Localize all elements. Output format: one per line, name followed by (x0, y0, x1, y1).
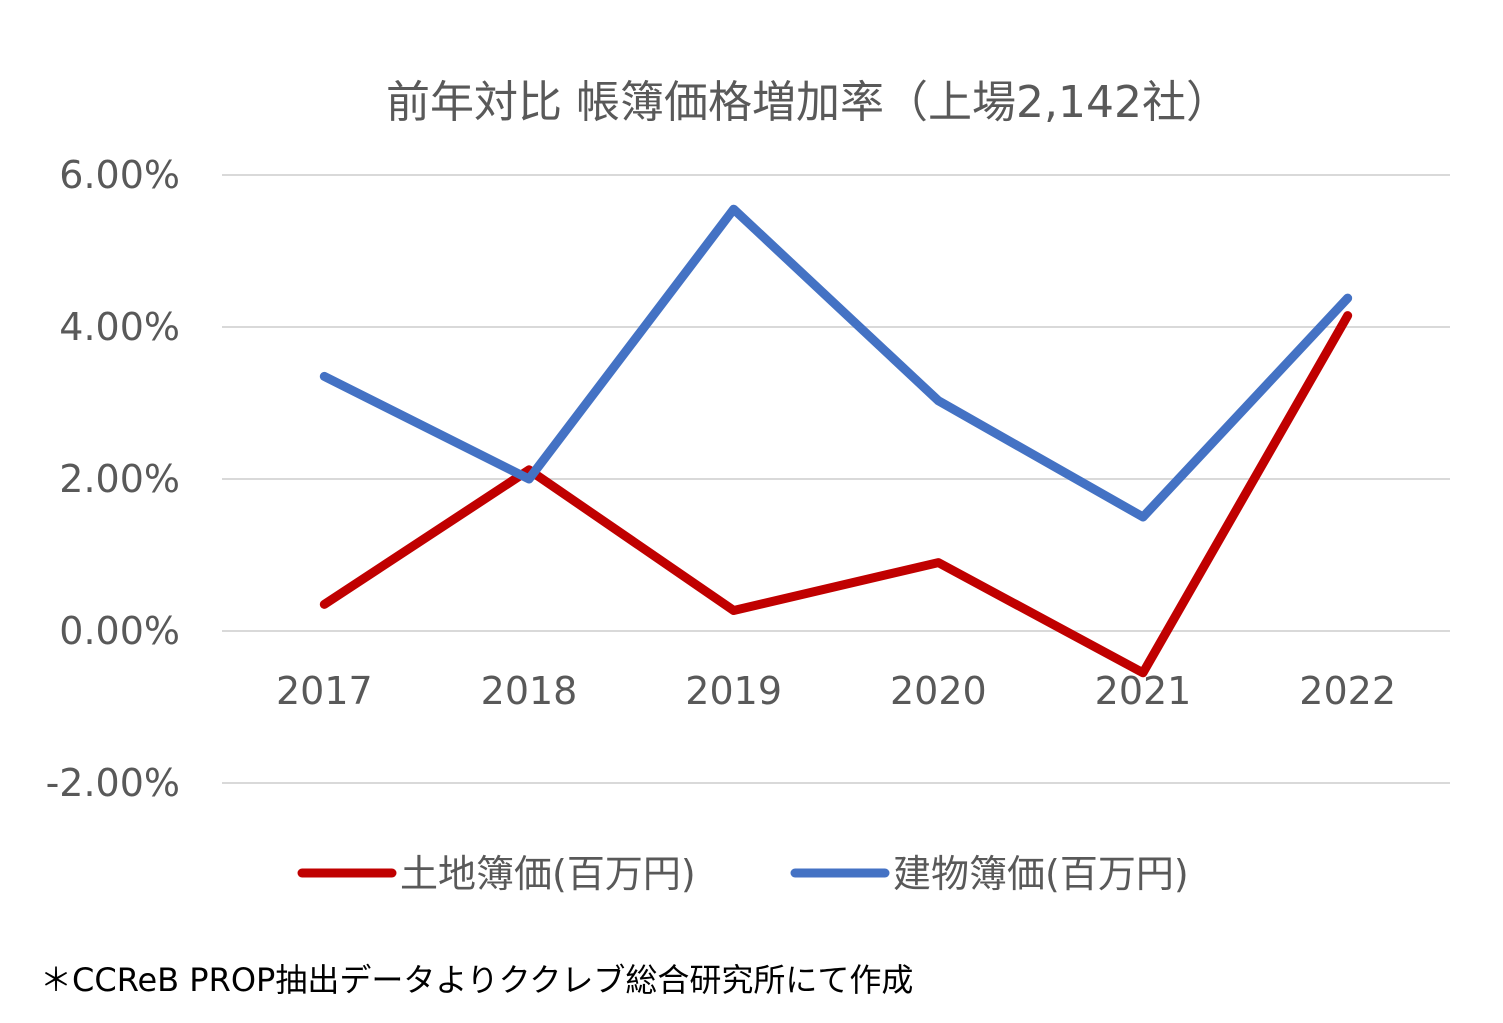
y-tick-label: 4.00% (59, 305, 180, 349)
y-axis-ticks: 6.00% 4.00% 2.00% 0.00% -2.00% (46, 153, 180, 805)
chart-title: 前年対比 帳簿価格増加率（上場2,142社） (386, 77, 1230, 128)
gridlines (222, 174, 1450, 784)
legend-label-land: 土地簿価(百万円) (400, 852, 696, 896)
y-tick-label: 0.00% (59, 609, 180, 653)
series-line-building (319, 204, 1353, 522)
legend: 土地簿価(百万円) 建物簿価(百万円) (297, 852, 1189, 896)
y-tick-label: 2.00% (59, 457, 180, 501)
x-axis-ticks: 2017 2018 2019 2020 2021 2022 (276, 669, 1396, 713)
x-tick-label: 2018 (481, 669, 578, 713)
series-lines (319, 204, 1353, 678)
x-tick-label: 2017 (276, 669, 373, 713)
x-tick-label: 2019 (685, 669, 782, 713)
y-tick-label: 6.00% (59, 153, 180, 197)
footnote: ＊CCReB PROP抽出データよりククレブ総合研究所にて作成 (40, 961, 914, 999)
x-tick-label: 2020 (890, 669, 987, 713)
x-tick-label: 2022 (1299, 669, 1396, 713)
series-line-land (319, 311, 1353, 678)
y-tick-label: -2.00% (46, 761, 180, 805)
legend-label-building: 建物簿価(百万円) (893, 852, 1189, 896)
